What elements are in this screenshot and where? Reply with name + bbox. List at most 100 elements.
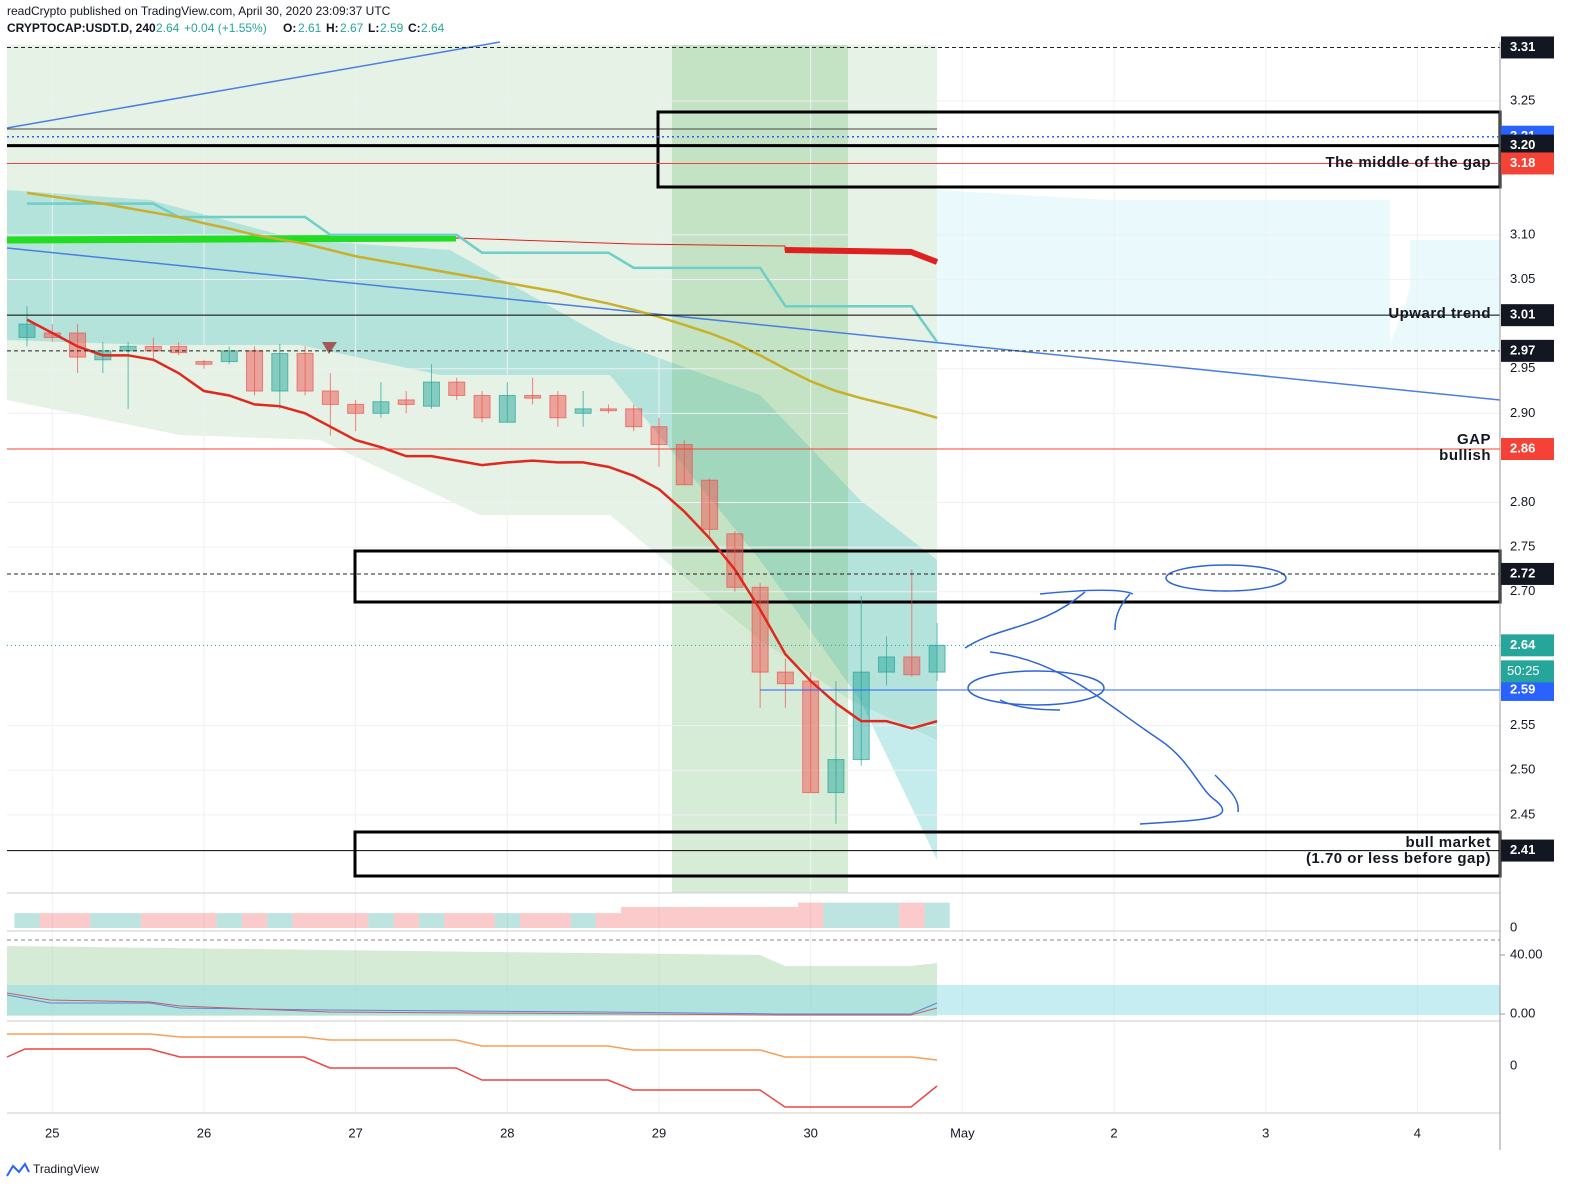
y-tick-label: 2.80 [1510, 494, 1535, 509]
volume-bar [899, 902, 925, 928]
trend-line [6, 247, 1501, 401]
y-tick-label: 3.10 [1510, 226, 1535, 241]
candle-body [220, 350, 238, 363]
drawing [989, 651, 1239, 825]
price-badge-label: 3.18 [1510, 155, 1535, 170]
candle-body [144, 345, 162, 352]
candle-body [347, 403, 365, 414]
price-badge-label: 3.01 [1510, 307, 1535, 322]
price-badge-label: 3.31 [1510, 39, 1535, 54]
x-tick-label: 26 [197, 1125, 211, 1140]
candle-body [751, 586, 769, 673]
osc-tick-label: 40.00 [1510, 946, 1543, 961]
candle-body [574, 408, 592, 414]
volume-bar [595, 913, 622, 928]
candle-body [195, 361, 213, 365]
candle-body [372, 401, 390, 414]
volume-bar [520, 913, 546, 928]
y-tick-label: 2.95 [1510, 360, 1535, 375]
volume-bar [924, 902, 950, 928]
logo-icon [6, 1162, 30, 1177]
price-badge [1501, 339, 1554, 362]
x-tick-label: 28 [500, 1125, 514, 1140]
volume-bar [241, 913, 268, 928]
drawing [967, 670, 1105, 706]
candle-body [448, 381, 466, 396]
volume-bar [90, 913, 116, 928]
countdown-badge [1501, 660, 1554, 683]
annotation: The middle of the gap [1325, 154, 1491, 171]
h-label: H: [326, 21, 339, 35]
price-badge-label: 2.72 [1510, 565, 1535, 580]
price-badge [1501, 438, 1554, 461]
price-badge-label: 2.41 [1510, 842, 1535, 857]
y-tick-label: 2.55 [1510, 717, 1535, 732]
marks [7, 46, 1500, 928]
pane3-line [7, 1033, 938, 1061]
volume-bar [343, 913, 369, 928]
candle-body [271, 353, 289, 392]
senkou-thick [784, 247, 939, 265]
countdown: 50:25 [1507, 663, 1540, 678]
volume-bar [848, 902, 874, 928]
volume-bar [671, 907, 697, 928]
volume-bar [216, 913, 242, 928]
candle-body [675, 444, 693, 486]
y-tick-label: 2.45 [1510, 806, 1535, 821]
price-badge-label: 2.86 [1510, 440, 1535, 455]
candle-body [422, 381, 440, 407]
x-tick-label: 3 [1262, 1125, 1269, 1140]
drawing [964, 589, 1134, 649]
volume-bar [469, 913, 495, 928]
price-badge-label: 2.97 [1510, 342, 1535, 357]
x-tick-label: 30 [803, 1125, 817, 1140]
o: 2.61 [298, 21, 322, 35]
volume-bar [393, 913, 419, 928]
x-tick-label: 29 [652, 1125, 666, 1140]
volume-bar [772, 907, 799, 928]
candle-body [650, 426, 668, 446]
logo: TradingView [6, 1162, 99, 1177]
candle-body [701, 479, 719, 530]
candle-body [321, 390, 339, 405]
candle-body [599, 408, 617, 412]
price-badge [1501, 304, 1554, 327]
cloud-light [7, 45, 937, 740]
change: +0.04 (+1.55%) [184, 21, 267, 35]
senkou-thick [6, 234, 457, 244]
candle-body [625, 408, 643, 428]
footer: TradingView [33, 1162, 99, 1176]
volume-bar [292, 913, 318, 928]
price-badge [1501, 839, 1554, 862]
c: 2.64 [421, 21, 445, 35]
c-label: C: [408, 21, 421, 35]
volume-bar [267, 913, 293, 928]
candle-body [397, 399, 415, 405]
osc-line [6, 994, 938, 1015]
volume-bar [317, 913, 344, 928]
sma-line [26, 191, 938, 419]
annotation: GAP [1457, 431, 1491, 448]
y-tick-label: 2.90 [1510, 405, 1535, 420]
annotation: bullish [1439, 447, 1491, 464]
candle-body [827, 759, 845, 794]
publisher: readCrypto published on TradingView.com,… [7, 4, 391, 18]
volume-bar [140, 913, 167, 928]
volume-bar [873, 902, 900, 928]
candle-body [928, 644, 946, 673]
volume-bar [696, 907, 723, 928]
volume-bar [39, 913, 65, 928]
cloud-future [937, 190, 1500, 350]
x-tick-label: 27 [348, 1125, 362, 1140]
candle-body [524, 394, 542, 399]
pane3-line [6, 1048, 938, 1108]
candle-body [903, 656, 921, 676]
o-label: O: [283, 21, 296, 35]
osc-line [6, 992, 938, 1016]
volume-bar [14, 913, 40, 928]
l: 2.59 [380, 21, 404, 35]
price-badge [1501, 36, 1554, 59]
pane3-tick-label: 0 [1510, 1057, 1517, 1072]
annotations: The middle of the gap Upward trend GAP b… [1306, 154, 1491, 867]
